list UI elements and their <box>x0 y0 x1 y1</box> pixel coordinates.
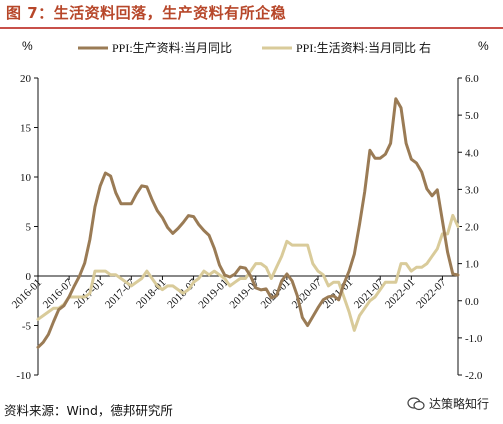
right-y-axis: -2.0 -1.0 0.0 1.0 2.0 3.0 4.0 5.0 6.0 <box>457 73 483 382</box>
right-tick-label: 5.0 <box>465 110 479 122</box>
chart-legend: PPI:生产资料:当月同比 PPI:生活资料:当月同比 右 <box>78 40 431 55</box>
series-line-ppi-producer <box>36 97 460 349</box>
right-tick-label: 3.0 <box>465 184 479 196</box>
left-tick-label: 5 <box>26 222 32 234</box>
left-tick-label: -10 <box>16 370 31 382</box>
right-tick-label: 4.0 <box>465 147 479 159</box>
ppi-line-chart: -10 -5 0 5 10 15 20 -2.0 -1.0 0.0 1.0 2.0 3.0 4.0 5.0… <box>10 39 489 382</box>
x-tick-label: 2019-07 <box>227 276 262 311</box>
legend-label-ppi-consumer: PPI:生活资料:当月同比 右 <box>296 40 431 55</box>
left-tick-label: 0 <box>26 271 32 283</box>
watermark-text: 达策略知行 <box>428 397 489 411</box>
right-tick-label: 2.0 <box>465 222 479 234</box>
series-layer <box>36 97 460 349</box>
left-tick-label: 15 <box>20 123 32 135</box>
right-tick-label: 6.0 <box>465 73 479 85</box>
legend-label-ppi-producer: PPI:生产资料:当月同比 <box>112 41 232 55</box>
x-tick-label: 2021-07 <box>352 276 387 311</box>
page-title: 图 7：生活资料回落，生产资料有所企稳 <box>6 4 287 22</box>
right-tick-label: 0.0 <box>465 296 479 308</box>
wechat-icon <box>407 396 425 410</box>
left-tick-label: -5 <box>22 321 32 333</box>
right-axis-unit: % <box>478 39 489 53</box>
title-divider <box>0 27 503 29</box>
left-tick-label: 10 <box>20 172 32 184</box>
right-tick-label: -2.0 <box>465 370 483 382</box>
left-y-axis: -10 -5 0 5 10 15 20 <box>16 73 39 382</box>
x-tick-label: 2022-07 <box>414 276 449 311</box>
right-tick-label: -1.0 <box>465 333 483 345</box>
series-line-ppi-consumer <box>36 213 460 332</box>
watermark: 达策略知行 <box>407 395 489 412</box>
left-axis-unit: % <box>22 39 33 53</box>
right-tick-label: 1.0 <box>465 259 479 271</box>
left-tick-label: 20 <box>20 73 32 85</box>
source-note: 资料来源：Wind，德邦研究所 <box>4 403 173 418</box>
x-tick-label: 2017-07 <box>103 276 138 311</box>
